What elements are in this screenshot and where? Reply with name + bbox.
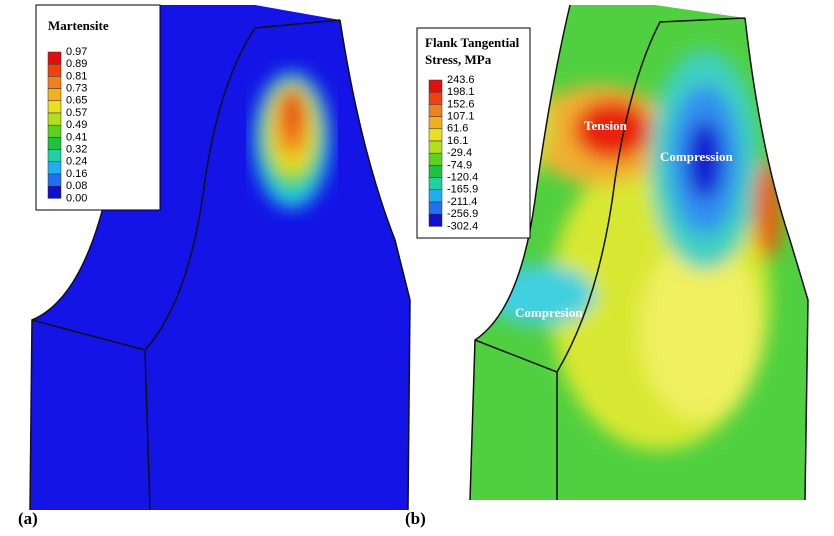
legend-swatch [47,124,62,138]
legend-swatch [428,213,443,227]
legend-level: 0.32 [66,144,87,156]
panel-label: (a) [18,509,38,528]
legend-swatch [428,116,443,130]
legend-swatch [47,149,62,163]
legend-level: 0.41 [66,131,87,143]
legend-level: 0.16 [66,168,87,180]
legend-swatch [428,189,443,203]
annotation: Tension [584,118,628,133]
legend-swatch [47,51,62,65]
legend-swatch [47,88,62,102]
legend-level: 0.65 [66,95,87,107]
legend-swatch [428,165,443,178]
legend-swatch [47,137,62,150]
legend-level: 107.1 [447,111,475,123]
overlay: Martensite0.970.890.810.730.650.570.490.… [18,4,733,528]
legend-swatch [428,91,443,105]
legend-swatch [47,112,62,126]
legend-level: 16.1 [447,135,468,147]
legend-swatch [428,177,443,191]
legend-level: 0.73 [66,83,87,95]
legend-level: -256.9 [447,208,478,220]
annotation: Compression [660,149,733,164]
legend-swatch [47,173,62,187]
legend-level: 152.6 [447,98,475,110]
legend-swatch [47,76,62,89]
legend-level: -165.9 [447,184,478,196]
panel-b-image [469,4,809,501]
legend-level: -302.4 [447,220,478,232]
legend-level: 0.24 [66,156,87,168]
legend-level: 0.08 [66,180,87,192]
legend-swatch [428,140,443,154]
legend-swatch [47,185,62,199]
legend-swatch [428,128,443,142]
legend-swatch [47,63,62,77]
legend-level: 0.97 [66,46,87,58]
legend-level: 0.81 [66,70,87,82]
legend-level: -120.4 [447,172,478,184]
legend-title: Stress, MPa [425,52,492,67]
legend-level: 0.49 [66,119,87,131]
legend-title: Martensite [48,18,109,33]
legend-level: 61.6 [447,123,468,135]
legend-level: -29.4 [447,147,472,159]
legend-level: 243.6 [447,74,475,86]
legend-swatch [428,79,443,93]
legend-swatch [47,161,62,175]
legend-level: 0.57 [66,107,87,119]
legend-swatch [428,201,443,215]
annotation: Compresion [515,305,583,320]
legend-level: 198.1 [447,86,475,98]
legend-swatch [428,152,443,166]
legend-swatch [428,104,443,117]
legend-title: Flank Tangential [425,35,520,50]
legend-level: 0.89 [66,58,87,70]
legend-level: 0.00 [66,192,87,204]
panel-label: (b) [405,509,426,528]
legend-swatch [47,100,62,114]
legend-level: -74.9 [447,159,472,171]
legend-level: -211.4 [447,196,477,208]
